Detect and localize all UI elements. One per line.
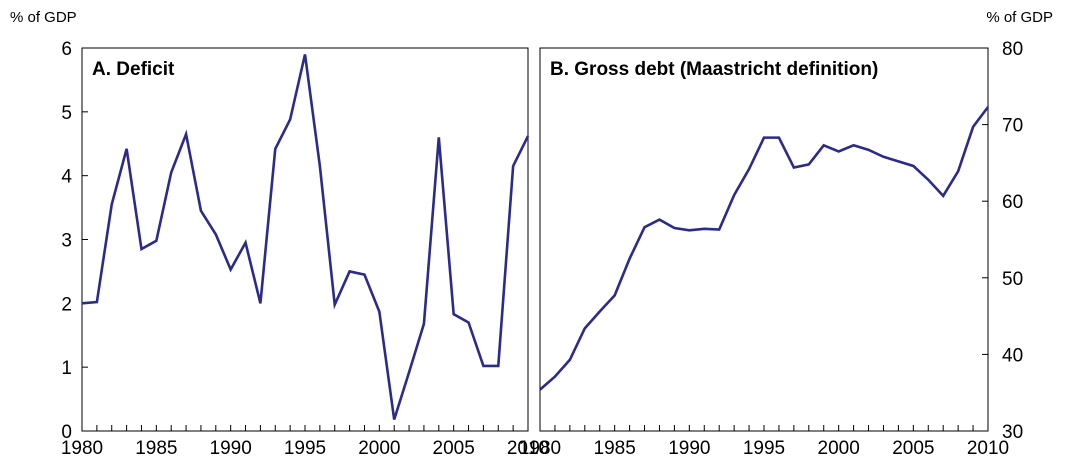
x-tick-label: 2010: [507, 438, 549, 458]
x-tick-label: 1990: [210, 438, 252, 458]
y-tick-label: 80: [1002, 39, 1023, 60]
y-tick-label: 5: [61, 103, 72, 124]
series-line: [81, 54, 530, 420]
y-tick-label: 6: [61, 39, 72, 60]
y-tick-label: 50: [1002, 269, 1023, 290]
y-tick-label: 4: [61, 167, 72, 188]
plot-frame: [539, 47, 989, 432]
x-tick-label: 1995: [743, 438, 785, 458]
panel-title: A. Deficit: [92, 59, 175, 80]
panel-b: % of GDP 30 40 50 60 70 80 1980 1985 1990 1995 2000…: [519, 9, 1053, 459]
x-tick-label: 1980: [61, 438, 103, 458]
panel-title: B. Gross debt (Maastricht definition): [550, 59, 878, 80]
y-tick-label: 60: [1002, 192, 1023, 213]
y-tick-label: 1: [61, 358, 72, 379]
x-tick-label: 2010: [967, 438, 1009, 458]
x-tick-label: 2005: [433, 438, 475, 458]
y-tick-label: 70: [1002, 116, 1023, 137]
x-tick-label: 1990: [668, 438, 710, 458]
plot-frame: [81, 47, 529, 432]
series-line: [539, 106, 990, 391]
y-tick-label: 2: [61, 294, 72, 315]
x-tick-label: 2000: [358, 438, 400, 458]
x-tick-label: 1995: [284, 438, 326, 458]
y-tick-label: 3: [61, 231, 72, 252]
y-axis-unit-label: % of GDP: [10, 9, 77, 26]
x-tick-label: 2005: [892, 438, 934, 458]
x-tick-label: 2000: [818, 438, 860, 458]
y-tick-label: 0: [61, 422, 72, 443]
panel-a: % of GDP 0 1 2 3 4 5 6 1980 1985 1990 1995 2000 2005 2…: [10, 9, 549, 459]
y-axis-unit-label: % of GDP: [986, 9, 1053, 26]
y-tick-label: 40: [1002, 345, 1023, 366]
y-tick-label: 30: [1002, 422, 1023, 443]
x-tick-label: 1980: [519, 438, 561, 458]
x-tick-label: 1985: [594, 438, 636, 458]
x-tick-label: 1985: [135, 438, 177, 458]
